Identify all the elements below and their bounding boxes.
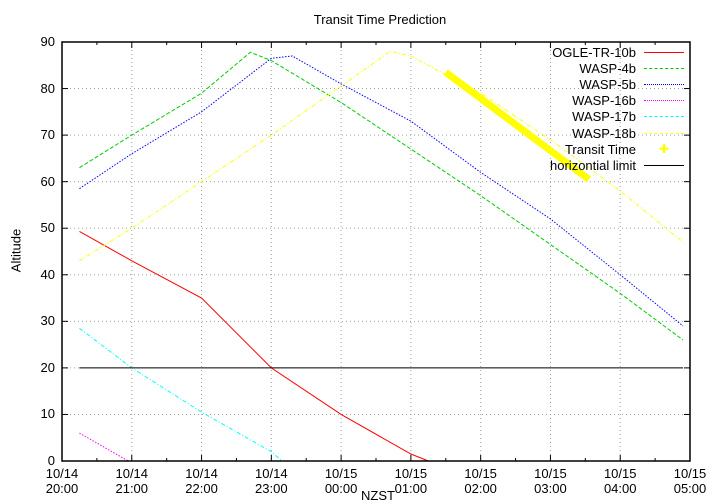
x-tick-label: 10/14 20:00 (45, 466, 79, 496)
x-tick-label: 10/15 01:00 (394, 466, 428, 496)
series-line (79, 55, 684, 327)
legend-swatch (644, 132, 684, 134)
legend-swatch (644, 164, 684, 166)
chart-title: Transit Time Prediction (313, 12, 447, 27)
y-tick-label: 50 (40, 220, 55, 236)
x-tick-label: 10/14 22:00 (185, 466, 218, 496)
x-tick-label: 10/14 23:00 (255, 466, 288, 496)
y-tick-label: 30 (40, 313, 55, 329)
x-tick-label: 10/15 05:00 (673, 466, 707, 496)
x-tick-label: 10/15 00:00 (324, 466, 358, 496)
legend-item: WASP-16b (550, 93, 684, 109)
y-tick-label: 20 (40, 359, 55, 375)
y-tick-label: 70 (40, 127, 55, 143)
y-tick-label: 60 (40, 173, 55, 189)
series-line (79, 432, 129, 462)
x-tick-label: 10/14 21:00 (115, 466, 149, 496)
y-tick-label: 90 (40, 34, 55, 49)
transit-point-icon: ✚ (658, 142, 670, 157)
legend-swatch (644, 83, 684, 85)
x-tick-label: 10/15 03:00 (534, 466, 567, 496)
transit-time-band (443, 69, 591, 183)
y-tick-label: 10 (40, 406, 55, 422)
x-axis-label: NZST (361, 488, 395, 503)
x-tick-label: 10/15 02:00 (464, 466, 497, 496)
y-tick-label: 0 (47, 453, 55, 468)
y-tick-label: 40 (40, 266, 55, 282)
legend-item: Transit Time ✚ (550, 141, 684, 157)
legend-swatch (644, 100, 684, 102)
legend-item: OGLE-TR-10b (550, 44, 684, 60)
legend-item: WASP-17b (550, 109, 684, 125)
legend-item: WASP-4b (550, 60, 684, 76)
legend-swatch (644, 51, 684, 53)
y-tick-label: 80 (40, 80, 55, 96)
series-line (79, 50, 684, 262)
legend: OGLE-TR-10b WASP-4b WASP-5b WASP-16b WAS… (550, 44, 684, 174)
series-line (79, 51, 684, 341)
legend-item: horizontial limit (550, 157, 684, 173)
legend-swatch (644, 67, 684, 69)
legend-item: WASP-5b (550, 76, 684, 92)
x-tick-label: 10/15 04:00 (603, 466, 637, 496)
legend-item: WASP-18b (550, 125, 684, 141)
legend-swatch (644, 116, 684, 118)
